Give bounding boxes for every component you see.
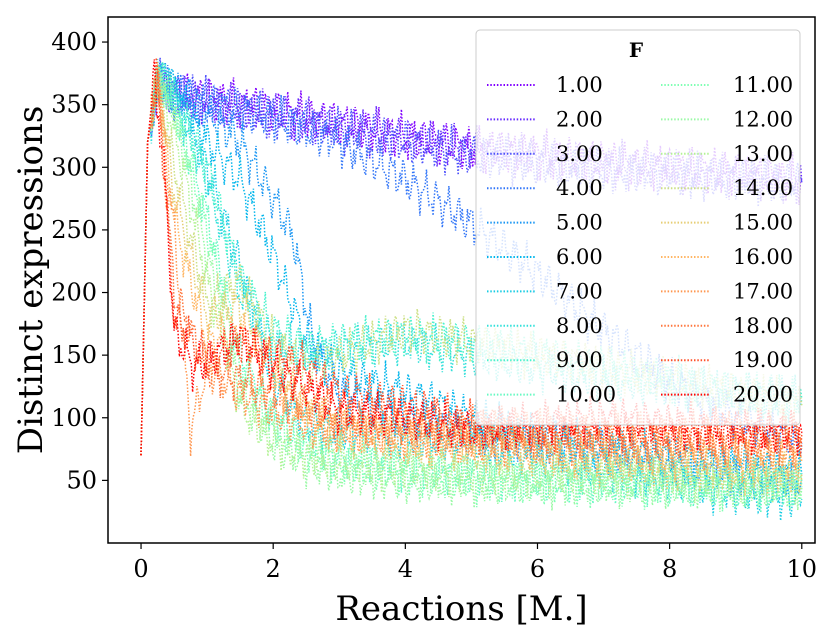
x-tick-label: 4 <box>398 555 413 583</box>
legend-label-18.00: 18.00 <box>733 314 793 338</box>
legend-label-15.00: 15.00 <box>733 211 793 235</box>
x-tick-label: 6 <box>530 555 545 583</box>
legend-label-1.00: 1.00 <box>556 73 603 97</box>
y-tick-label: 100 <box>51 404 97 432</box>
legend-label-3.00: 3.00 <box>556 142 603 166</box>
series-line-7.00 <box>140 62 803 521</box>
legend-label-20.00: 20.00 <box>733 383 793 407</box>
legend-label-16.00: 16.00 <box>733 245 793 269</box>
y-tick-label: 350 <box>51 91 97 119</box>
series-line-20.00 <box>140 59 803 457</box>
legend-label-13.00: 13.00 <box>733 142 793 166</box>
series-line-11.00 <box>140 66 803 512</box>
legend-label-14.00: 14.00 <box>733 176 793 200</box>
legend-title: F <box>629 38 643 62</box>
legend-label-17.00: 17.00 <box>733 279 793 303</box>
legend-label-6.00: 6.00 <box>556 245 603 269</box>
x-tick-label: 8 <box>662 555 677 583</box>
legend-label-4.00: 4.00 <box>556 176 603 200</box>
series-line-19.00 <box>140 57 803 457</box>
series-line-10.00 <box>140 62 803 513</box>
legend-label-5.00: 5.00 <box>556 211 603 235</box>
series-line-12.00 <box>140 72 803 512</box>
legend-label-12.00: 12.00 <box>733 107 793 131</box>
y-axis-label: Distinct expressions <box>11 106 51 455</box>
axes-layer: 0 2 4 6 8 10 50 100 150 200 250 300 350 400 <box>51 28 817 583</box>
series-line-3.00 <box>140 57 803 456</box>
x-axis-label: Reactions [M.] <box>335 589 587 629</box>
legend-label-9.00: 9.00 <box>556 348 603 372</box>
y-tick-label: 400 <box>51 28 97 56</box>
legend-label-10.00: 10.00 <box>556 383 616 407</box>
x-tick-label: 10 <box>787 555 818 583</box>
legend-items: 1.00 2.00 3.00 4.00 5.00 6.00 7.00 8.00 9.00 10.0… <box>487 73 793 407</box>
series-line-6.00 <box>140 60 803 494</box>
legend-box <box>475 29 801 426</box>
y-tick-label: 50 <box>66 466 97 494</box>
legend-label-2.00: 2.00 <box>556 107 603 131</box>
y-tick-label: 300 <box>51 153 97 181</box>
legend-label-8.00: 8.00 <box>556 314 603 338</box>
y-tick-label: 200 <box>51 279 97 307</box>
y-tick-label: 150 <box>51 341 97 369</box>
legend: F 1.00 2.00 3.00 4.00 5.00 6.00 7.00 8.00 9.00 10… <box>475 29 801 426</box>
x-tick-label: 0 <box>133 555 148 583</box>
series-line-8.00 <box>140 59 803 456</box>
x-tick-label: 2 <box>266 555 281 583</box>
legend-label-7.00: 7.00 <box>556 279 603 303</box>
y-tick-label: 250 <box>51 216 97 244</box>
legend-label-11.00: 11.00 <box>733 73 793 97</box>
legend-label-19.00: 19.00 <box>733 348 793 372</box>
plot-frame <box>107 16 816 544</box>
